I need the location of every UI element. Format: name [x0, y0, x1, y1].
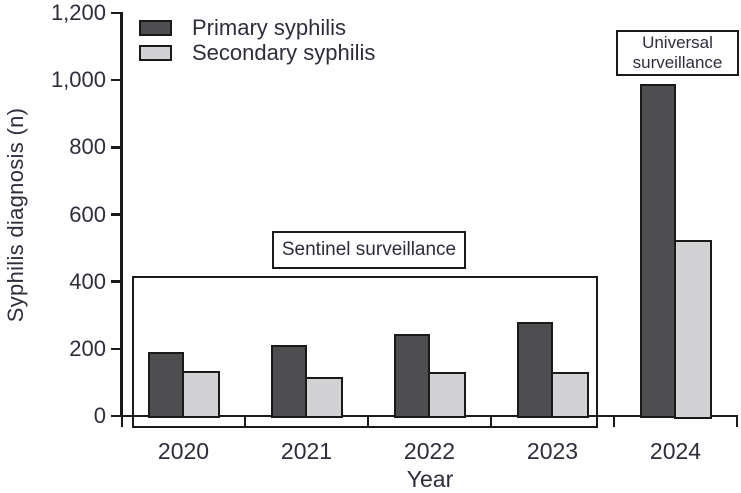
y-tick-label: 1,200 — [50, 0, 106, 25]
universal-surveillance-line2: surveillance — [632, 53, 723, 72]
universal-surveillance-line1: Universal — [642, 33, 713, 52]
x-category-label-2021: 2021 — [280, 438, 333, 464]
sentinel-surveillance-label-box: Sentinel surveillance — [272, 231, 466, 269]
sentinel-surveillance-label: Sentinel surveillance — [281, 239, 457, 260]
bar-primary-2021 — [270, 345, 307, 419]
x-axis-label: Year — [406, 466, 454, 492]
y-axis — [120, 12, 123, 417]
bar-secondary-2021 — [304, 377, 343, 419]
y-tick-label: 800 — [69, 134, 106, 160]
bar-primary-2024 — [639, 83, 676, 419]
y-tick — [111, 414, 121, 418]
x-category-label-2024: 2024 — [649, 438, 702, 464]
x-category-label-2023: 2023 — [526, 438, 579, 464]
y-tick-label: 1,000 — [50, 67, 106, 93]
x-tick — [489, 416, 493, 427]
x-tick — [243, 416, 247, 427]
y-tick — [111, 146, 121, 149]
x-tick — [366, 416, 370, 427]
legend-swatch-primary — [139, 19, 172, 36]
sentinel-surveillance-rect — [132, 276, 598, 428]
legend-item-primary: Primary syphilis — [139, 15, 375, 40]
legend-label-primary: Primary syphilis — [192, 14, 347, 40]
x-tick — [120, 416, 124, 427]
y-tick-label: 0 — [93, 403, 106, 428]
y-tick-label: 600 — [69, 201, 106, 227]
universal-surveillance-label: Universal surveillance — [633, 33, 723, 73]
x-category-label-2020: 2020 — [157, 438, 210, 464]
x-tick — [612, 416, 616, 427]
bar-primary-2020 — [147, 352, 184, 419]
universal-surveillance-label-box: Universal surveillance — [616, 30, 739, 76]
legend-label-secondary: Secondary syphilis — [192, 39, 376, 65]
y-tick — [111, 11, 121, 15]
x-tick — [735, 416, 739, 427]
bar-secondary-2024 — [673, 239, 712, 419]
bar-primary-2023 — [516, 321, 553, 419]
y-tick — [111, 347, 121, 351]
legend: Primary syphilis Secondary syphilis — [139, 15, 375, 65]
y-tick — [111, 280, 121, 283]
legend-item-secondary: Secondary syphilis — [139, 40, 375, 65]
bar-secondary-2020 — [181, 370, 220, 419]
x-category-label-2022: 2022 — [403, 438, 456, 464]
bar-primary-2022 — [393, 333, 430, 419]
y-tick-label: 200 — [69, 335, 106, 361]
y-tick — [111, 213, 121, 216]
bar-secondary-2023 — [550, 372, 589, 419]
bar-secondary-2022 — [427, 372, 466, 419]
y-tick — [111, 78, 121, 82]
y-tick-label: 400 — [69, 268, 106, 294]
legend-swatch-secondary — [139, 44, 172, 61]
